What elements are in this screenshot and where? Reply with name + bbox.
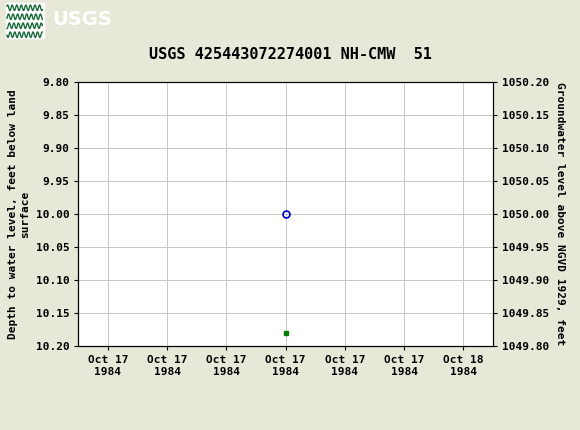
- Text: USGS: USGS: [52, 10, 112, 29]
- Y-axis label: Depth to water level, feet below land
surface: Depth to water level, feet below land su…: [8, 89, 30, 339]
- Y-axis label: Groundwater level above NGVD 1929, feet: Groundwater level above NGVD 1929, feet: [555, 82, 565, 346]
- Legend: Period of approved data: Period of approved data: [188, 427, 383, 430]
- Text: USGS 425443072274001 NH-CMW  51: USGS 425443072274001 NH-CMW 51: [148, 47, 432, 62]
- Bar: [6, 3, 44, 37]
